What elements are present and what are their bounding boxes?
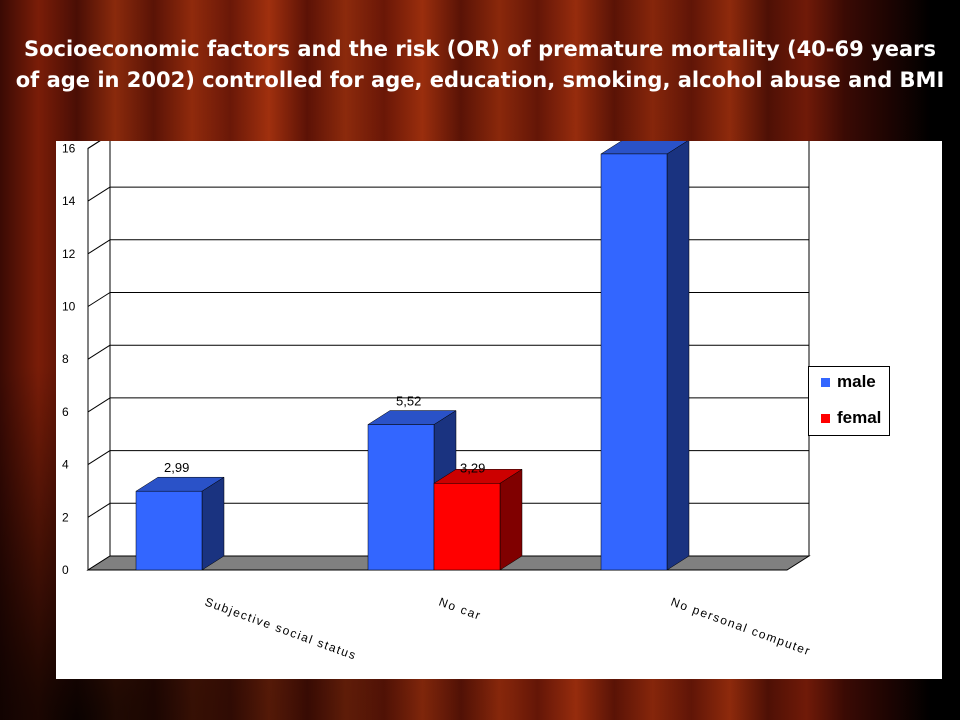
bar-chart: 02468101214162,995,523,2915,79Subjective… bbox=[62, 141, 813, 663]
bar-male-side bbox=[201, 476, 225, 571]
gridline-diagonal bbox=[87, 397, 111, 413]
bar-male bbox=[135, 490, 203, 571]
legend-swatch bbox=[821, 377, 830, 387]
y-tick-label: 0 bbox=[62, 563, 69, 577]
x-category-label: No personal computer bbox=[669, 595, 813, 659]
gridline-diagonal bbox=[87, 239, 111, 255]
bar-male-side bbox=[666, 141, 690, 571]
y-tick-label: 16 bbox=[62, 141, 76, 155]
legend-item: femal bbox=[821, 408, 881, 428]
bar-female-side bbox=[499, 468, 523, 571]
legend-swatch bbox=[821, 413, 830, 423]
y-tick-label: 6 bbox=[62, 405, 69, 419]
bar-female bbox=[433, 483, 501, 571]
gridline-diagonal bbox=[87, 292, 111, 307]
bar-male bbox=[600, 153, 668, 571]
y-tick-label: 8 bbox=[62, 352, 69, 366]
gridline-diagonal bbox=[87, 502, 111, 518]
x-category-label: Subjective social status bbox=[203, 595, 359, 663]
chart-panel: 02468101214162,995,523,2915,79Subjective… bbox=[56, 141, 942, 679]
y-tick-label: 14 bbox=[62, 194, 76, 208]
legend-item: male bbox=[821, 372, 876, 392]
gridline-diagonal bbox=[87, 450, 111, 466]
legend-label: male bbox=[837, 372, 876, 391]
data-label-female: 3,29 bbox=[460, 460, 485, 475]
y-tick-label: 12 bbox=[62, 247, 76, 261]
chart-title: Socioeconomic factors and the risk (OR) … bbox=[15, 37, 945, 92]
legend: male femal bbox=[808, 366, 890, 436]
y-tick-label: 4 bbox=[62, 458, 69, 472]
y-tick-label: 10 bbox=[62, 300, 76, 314]
gridline-diagonal bbox=[87, 344, 111, 360]
bar-male bbox=[367, 424, 435, 571]
gridline-diagonal bbox=[87, 141, 101, 149]
legend-label: femal bbox=[837, 408, 882, 427]
data-label-male: 5,52 bbox=[396, 394, 421, 409]
x-category-label: No car bbox=[437, 595, 483, 623]
gridline-diagonal bbox=[87, 186, 111, 202]
data-label-male: 2,99 bbox=[164, 460, 189, 475]
y-tick-label: 2 bbox=[62, 510, 69, 524]
